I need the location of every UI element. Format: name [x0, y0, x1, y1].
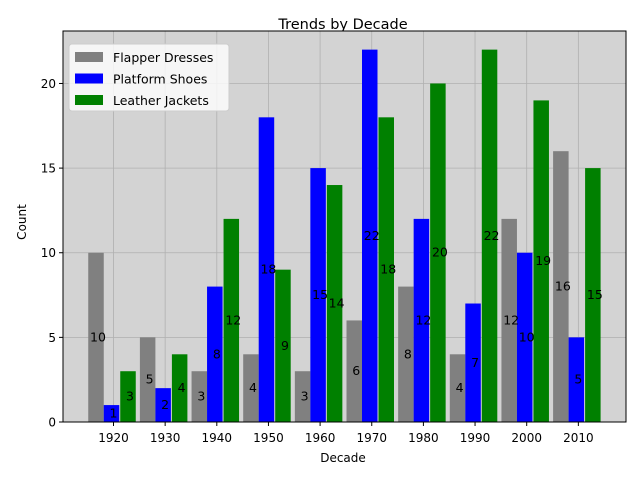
bar-platform-shoes	[568, 337, 585, 422]
data-label: 18	[260, 262, 276, 277]
legend-swatch	[75, 73, 103, 84]
y-axis-label: Count	[15, 204, 29, 240]
y-tick-label: 20	[41, 77, 56, 91]
bar-leather-jackets	[430, 83, 446, 422]
data-label: 12	[415, 312, 431, 327]
data-label: 22	[364, 228, 380, 243]
bar-flapper-dresses	[501, 218, 517, 422]
x-tick-label: 1950	[253, 431, 284, 445]
bar-flapper-dresses	[294, 371, 311, 422]
data-label: 2	[161, 397, 169, 412]
x-tick-label: 1960	[305, 431, 336, 445]
bar-flapper-dresses	[553, 151, 569, 422]
x-axis-label: Decade	[320, 451, 366, 465]
data-label: 15	[312, 287, 328, 302]
bar-flapper-dresses	[243, 354, 259, 422]
bar-platform-shoes	[155, 388, 171, 422]
data-label: 19	[535, 253, 551, 268]
data-label: 1	[110, 406, 118, 421]
bar-platform-shoes	[516, 252, 533, 422]
bar-platform-shoes	[310, 168, 326, 422]
x-tick-label: 2000	[511, 431, 542, 445]
x-tick-label: 1990	[460, 431, 491, 445]
legend-swatch	[75, 52, 103, 62]
data-label: 15	[587, 287, 603, 302]
bar-leather-jackets	[120, 371, 136, 422]
data-label: 3	[126, 389, 134, 404]
data-label: 4	[456, 380, 464, 395]
data-label: 7	[471, 355, 479, 370]
legend-box	[68, 43, 230, 112]
bar-platform-shoes	[465, 303, 481, 422]
data-label: 12	[225, 312, 241, 327]
bar-flapper-dresses	[88, 252, 104, 422]
x-tick-label: 2010	[563, 431, 594, 445]
bar-leather-jackets	[533, 100, 549, 423]
data-label: 8	[213, 346, 221, 361]
x-tick-label: 1940	[202, 431, 233, 445]
bar-flapper-dresses	[398, 286, 414, 422]
data-label: 18	[380, 262, 396, 277]
data-label: 16	[555, 279, 571, 294]
data-label: 20	[432, 245, 448, 260]
legend-label: Flapper Dresses	[113, 50, 213, 65]
data-label: 6	[352, 363, 360, 378]
data-label: 9	[281, 338, 289, 353]
legend-label: Leather Jackets	[113, 93, 209, 108]
data-label: 4	[178, 380, 186, 395]
bar-leather-jackets	[275, 269, 291, 422]
y-tick-label: 5	[48, 331, 56, 345]
bar-leather-jackets	[171, 354, 188, 422]
x-tick-label: 1970	[356, 431, 387, 445]
data-label: 10	[519, 329, 535, 344]
bar-leather-jackets	[585, 168, 601, 422]
data-label: 14	[329, 296, 345, 311]
bar-flapper-dresses	[191, 371, 208, 422]
chart-title: Trends by Decade	[277, 17, 407, 33]
bar-flapper-dresses	[346, 320, 362, 422]
legend: Flapper Dresses Platform Shoes Leather Jac…	[68, 43, 230, 112]
data-label: 22	[484, 228, 500, 243]
data-label: 5	[146, 372, 154, 387]
legend-label: Platform Shoes	[113, 72, 207, 87]
y-tick-label: 10	[41, 246, 56, 260]
bar-platform-shoes	[413, 218, 430, 422]
data-label: 5	[574, 372, 582, 387]
legend-swatch	[75, 95, 103, 105]
bar-leather-jackets	[223, 218, 240, 422]
data-label: 12	[503, 312, 519, 327]
axes-frame	[62, 30, 627, 423]
data-label: 3	[197, 389, 205, 404]
bar-platform-shoes	[362, 49, 378, 422]
bar-leather-jackets	[481, 49, 498, 422]
y-tick-label: 0	[48, 416, 56, 430]
bar-leather-jackets	[326, 185, 343, 422]
data-label: 3	[301, 389, 309, 404]
data-label: 8	[404, 346, 412, 361]
x-tick-label: 1920	[98, 431, 129, 445]
bar-platform-shoes	[258, 117, 275, 422]
bar-flapper-dresses	[139, 337, 156, 422]
bar-flapper-dresses	[449, 354, 466, 422]
x-tick-label: 1930	[150, 431, 181, 445]
bar-platform-shoes	[207, 286, 223, 422]
data-label: 10	[90, 329, 106, 344]
x-tick-label: 1980	[408, 431, 439, 445]
data-label: 4	[249, 380, 257, 395]
bar-platform-shoes	[103, 405, 120, 422]
y-tick-label: 15	[41, 162, 56, 176]
bar-leather-jackets	[378, 117, 394, 422]
